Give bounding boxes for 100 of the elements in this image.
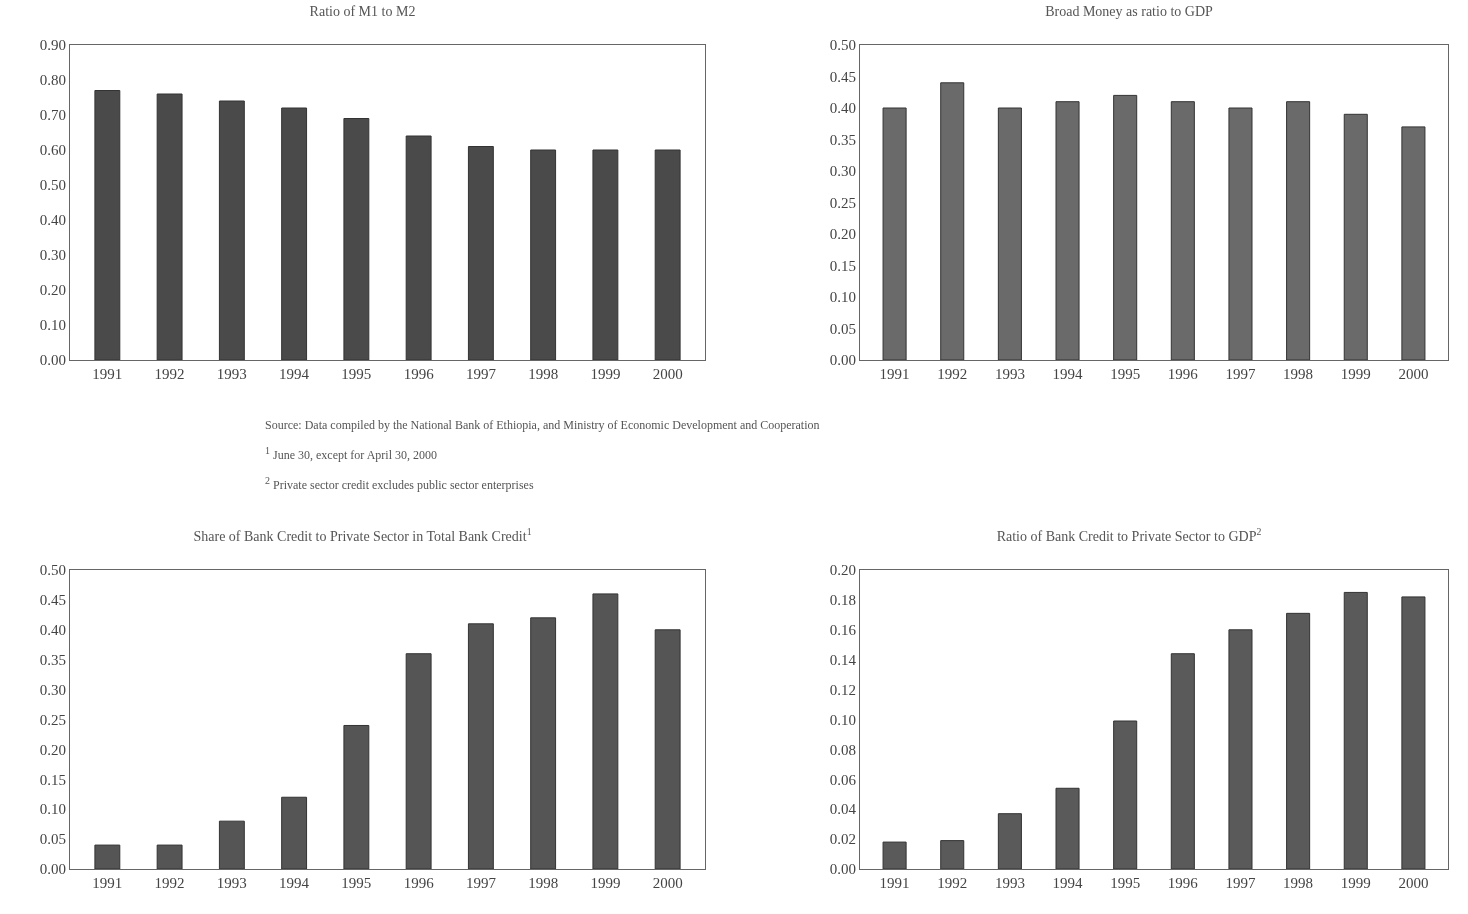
y-tick-label: 0.70 bbox=[39, 107, 66, 124]
x-tick-label: 1996 bbox=[1167, 366, 1199, 382]
x-tick-label: 2000 bbox=[1398, 875, 1429, 891]
y-tick-label: 0.40 bbox=[39, 622, 66, 639]
x-tick-label: 1998 bbox=[528, 875, 559, 891]
y-tick-label: 0.16 bbox=[829, 622, 857, 639]
y-tick-label: 0.10 bbox=[39, 317, 66, 334]
bar bbox=[405, 653, 432, 869]
x-tick-label: 1997 bbox=[465, 875, 497, 891]
y-tick-label: 0.00 bbox=[39, 861, 66, 878]
y-tick-label: 0.15 bbox=[829, 257, 856, 274]
x-tick-label: 1996 bbox=[403, 366, 435, 382]
y-tick-label: 0.30 bbox=[39, 247, 66, 264]
x-tick-label: 1999 bbox=[590, 875, 621, 891]
bar bbox=[592, 593, 619, 869]
bar bbox=[467, 146, 494, 360]
bar bbox=[592, 149, 619, 360]
y-tick-label: 0.50 bbox=[39, 562, 66, 579]
y-tick-label: 0.20 bbox=[39, 282, 66, 299]
bar bbox=[343, 724, 370, 869]
bar bbox=[530, 617, 557, 869]
y-tick-label: 0.80 bbox=[39, 72, 66, 89]
y-tick-label: 0.00 bbox=[829, 861, 856, 878]
y-tick-label: 0.20 bbox=[829, 562, 856, 579]
y-tick-label: 0.50 bbox=[829, 37, 856, 54]
y-tick-label: 0.20 bbox=[829, 226, 856, 243]
y-tick-label: 0.10 bbox=[39, 801, 66, 818]
x-tick-label: 1992 bbox=[937, 366, 968, 382]
chart-title: Broad Money as ratio to GDP bbox=[1045, 3, 1214, 19]
y-tick-label: 0.14 bbox=[829, 651, 857, 668]
x-tick-label: 1995 bbox=[1110, 366, 1141, 382]
y-tick-label: 0.08 bbox=[829, 741, 856, 758]
bar bbox=[218, 820, 245, 869]
x-tick-label: 1994 bbox=[279, 366, 310, 382]
x-tick-label: 1999 bbox=[1340, 875, 1371, 891]
y-tick-label: 0.02 bbox=[829, 831, 856, 848]
x-tick-label: 1998 bbox=[1283, 875, 1314, 891]
x-tick-label: 1993 bbox=[994, 366, 1025, 382]
x-tick-label: 1994 bbox=[1052, 366, 1084, 382]
bar bbox=[405, 135, 432, 360]
y-tick-label: 0.10 bbox=[829, 289, 856, 306]
x-tick-label: 1993 bbox=[994, 875, 1025, 891]
y-tick-label: 0.50 bbox=[39, 177, 66, 194]
bar bbox=[218, 100, 245, 360]
bar bbox=[94, 90, 121, 360]
x-tick-label: 1991 bbox=[879, 366, 910, 382]
x-tick-label: 1994 bbox=[279, 875, 310, 891]
y-tick-label: 0.00 bbox=[39, 352, 66, 369]
chart-title: Ratio of M1 to M2 bbox=[309, 3, 416, 19]
y-tick-label: 0.12 bbox=[829, 681, 856, 698]
x-tick-label: 1997 bbox=[465, 366, 497, 382]
x-tick-label: 2000 bbox=[652, 366, 683, 382]
x-tick-label: 1998 bbox=[528, 366, 559, 382]
text: $^{2}$ Private sector credit excludes public sector enterprises bbox=[265, 474, 535, 494]
y-tick-label: 0.35 bbox=[829, 131, 856, 148]
y-tick-label: 0.00 bbox=[829, 352, 856, 369]
y-tick-label: 0.05 bbox=[829, 320, 856, 337]
x-tick-label: 1992 bbox=[937, 875, 968, 891]
x-tick-label: 1996 bbox=[1167, 875, 1199, 891]
bar bbox=[530, 149, 557, 360]
bar bbox=[654, 629, 681, 869]
y-tick-label: 0.25 bbox=[829, 194, 856, 211]
x-tick-label: 1991 bbox=[92, 875, 123, 891]
x-tick-label: 2000 bbox=[1398, 366, 1429, 382]
chart-title: Share of Bank Credit to Private Sector in Total Bank Credit$^{1}$ bbox=[193, 525, 532, 544]
y-tick-label: 0.45 bbox=[39, 592, 66, 609]
x-tick-label: 1995 bbox=[1110, 875, 1141, 891]
chart-title: Ratio of Bank Credit to Private Sector to GDP$^{2}$ bbox=[996, 525, 1262, 544]
bar bbox=[156, 844, 183, 869]
x-tick-label: 1998 bbox=[1283, 366, 1314, 382]
bar bbox=[343, 118, 370, 360]
y-tick-label: 0.30 bbox=[829, 163, 856, 180]
y-tick-label: 0.40 bbox=[39, 212, 66, 229]
x-tick-label: 1991 bbox=[879, 875, 910, 891]
y-tick-label: 0.25 bbox=[39, 711, 66, 728]
x-tick-label: 1997 bbox=[1225, 875, 1256, 891]
y-tick-label: 0.45 bbox=[829, 68, 856, 85]
text: $^{1}$ June 30, except for April 30, 2000 bbox=[265, 444, 438, 464]
x-tick-label: 1995 bbox=[341, 366, 372, 382]
bar bbox=[156, 93, 183, 360]
bar bbox=[281, 796, 308, 869]
y-tick-label: 0.06 bbox=[829, 771, 857, 788]
y-tick-label: 0.15 bbox=[39, 771, 66, 788]
bar bbox=[654, 149, 681, 360]
y-tick-label: 0.10 bbox=[829, 711, 856, 728]
x-tick-label: 1992 bbox=[154, 366, 185, 382]
x-tick-label: 1997 bbox=[1225, 366, 1256, 382]
y-tick-label: 0.18 bbox=[829, 592, 856, 609]
bar bbox=[467, 623, 494, 869]
x-tick-label: 2000 bbox=[652, 875, 683, 891]
x-tick-label: 1999 bbox=[1340, 366, 1371, 382]
y-tick-label: 0.20 bbox=[39, 741, 66, 758]
x-tick-label: 1996 bbox=[403, 875, 435, 891]
x-tick-label: 1995 bbox=[341, 875, 372, 891]
y-tick-label: 0.04 bbox=[829, 801, 857, 818]
x-tick-label: 1994 bbox=[1052, 875, 1084, 891]
y-tick-label: 0.60 bbox=[39, 142, 66, 159]
x-tick-label: 1999 bbox=[590, 366, 621, 382]
x-tick-label: 1991 bbox=[92, 366, 123, 382]
y-tick-label: 0.90 bbox=[39, 37, 66, 54]
